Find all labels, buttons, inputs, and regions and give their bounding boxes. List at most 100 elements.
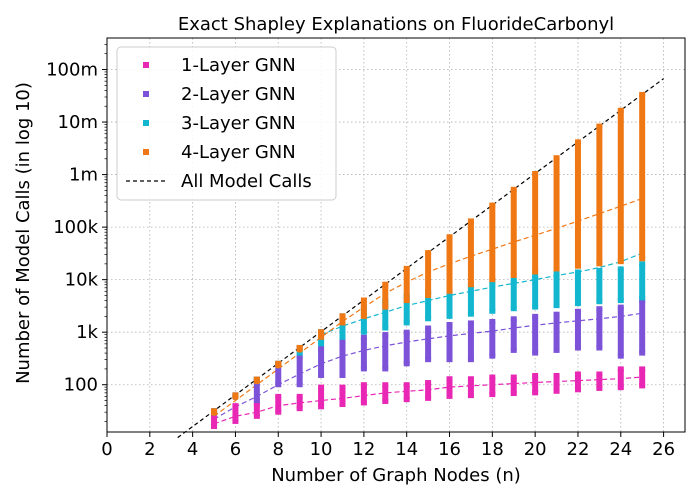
legend-label: 3-Layer GNN bbox=[181, 113, 296, 134]
y-tick-label: 1m bbox=[69, 165, 98, 186]
data-point bbox=[382, 325, 389, 331]
data-point bbox=[510, 186, 517, 192]
x-tick-label: 8 bbox=[273, 439, 284, 460]
data-point bbox=[532, 390, 539, 396]
point-column bbox=[382, 333, 389, 370]
data-point bbox=[318, 345, 325, 351]
legend-marker bbox=[143, 91, 149, 97]
data-point bbox=[403, 361, 410, 367]
data-point bbox=[232, 418, 239, 424]
point-column bbox=[574, 140, 581, 268]
x-tick-label: 24 bbox=[609, 439, 632, 460]
legend-marker bbox=[143, 62, 149, 68]
data-point bbox=[639, 366, 646, 372]
legend-marker bbox=[143, 149, 149, 155]
data-point bbox=[553, 271, 560, 277]
data-point bbox=[489, 353, 496, 359]
point-column bbox=[553, 374, 560, 393]
data-point bbox=[574, 301, 581, 307]
data-point bbox=[553, 311, 560, 317]
point-column bbox=[446, 235, 453, 293]
point-column bbox=[639, 367, 646, 387]
data-point bbox=[296, 350, 303, 356]
data-point bbox=[339, 320, 346, 326]
point-column bbox=[639, 93, 646, 260]
x-tick-label: 10 bbox=[310, 439, 333, 460]
data-point bbox=[403, 397, 410, 403]
point-column bbox=[510, 317, 517, 352]
data-point bbox=[296, 353, 303, 359]
y-axis-ticks: 100 1k 10k 100k 1m 10m 100m bbox=[46, 44, 107, 422]
point-column bbox=[617, 109, 624, 263]
data-point bbox=[318, 384, 325, 390]
data-point bbox=[596, 261, 603, 267]
data-point bbox=[382, 332, 389, 338]
data-point bbox=[596, 345, 603, 351]
data-point bbox=[403, 329, 410, 335]
data-point bbox=[574, 263, 581, 269]
data-point bbox=[617, 366, 624, 372]
data-point bbox=[617, 298, 624, 304]
data-point bbox=[425, 357, 432, 363]
point-column bbox=[296, 355, 303, 386]
data-point bbox=[467, 311, 474, 317]
point-column bbox=[553, 156, 560, 270]
data-point bbox=[339, 372, 346, 378]
data-point bbox=[596, 306, 603, 312]
point-column bbox=[596, 269, 603, 303]
point-column bbox=[360, 299, 367, 318]
data-point bbox=[275, 361, 282, 367]
data-point bbox=[403, 265, 410, 271]
data-point bbox=[510, 391, 517, 397]
data-point bbox=[318, 372, 325, 378]
legend-label: 4-Layer GNN bbox=[181, 142, 296, 163]
data-point bbox=[596, 123, 603, 129]
data-point bbox=[275, 382, 282, 388]
data-point bbox=[510, 272, 517, 278]
data-point bbox=[467, 218, 474, 224]
data-point bbox=[339, 313, 346, 319]
legend-marker bbox=[143, 120, 149, 126]
point-column bbox=[553, 313, 560, 352]
data-point bbox=[617, 266, 624, 272]
data-point bbox=[360, 382, 367, 388]
x-axis-title: Number of Graph Nodes (n) bbox=[271, 465, 521, 486]
x-tick-label: 18 bbox=[481, 439, 504, 460]
data-point bbox=[510, 316, 517, 322]
data-point bbox=[467, 393, 474, 399]
point-column bbox=[489, 376, 496, 396]
data-point bbox=[296, 406, 303, 412]
data-point bbox=[596, 299, 603, 305]
data-point bbox=[425, 292, 432, 298]
point-column bbox=[403, 383, 410, 401]
data-point bbox=[232, 393, 239, 399]
data-point bbox=[553, 347, 560, 353]
data-point bbox=[360, 313, 367, 319]
point-column bbox=[467, 377, 474, 397]
data-point bbox=[275, 409, 282, 415]
legend: 1-Layer GNN 2-Layer GNN 3-Layer GNN 4-Layer… bbox=[116, 46, 337, 201]
data-point bbox=[532, 313, 539, 319]
point-column bbox=[489, 281, 496, 313]
data-point bbox=[211, 424, 218, 430]
point-column bbox=[639, 262, 646, 299]
point-column bbox=[318, 347, 325, 377]
data-point bbox=[596, 371, 603, 377]
data-point bbox=[318, 404, 325, 410]
data-point bbox=[425, 395, 432, 401]
data-point bbox=[382, 366, 389, 372]
point-column bbox=[403, 267, 410, 302]
data-point bbox=[574, 269, 581, 275]
data-point bbox=[253, 378, 260, 384]
data-point bbox=[467, 376, 474, 382]
data-point bbox=[275, 393, 282, 399]
point-column bbox=[467, 283, 474, 316]
data-point bbox=[489, 202, 496, 208]
point-column bbox=[510, 188, 517, 277]
data-point bbox=[467, 320, 474, 326]
point-column bbox=[425, 327, 432, 361]
data-point bbox=[532, 350, 539, 356]
point-column bbox=[596, 307, 603, 350]
x-tick-label: 16 bbox=[438, 439, 461, 460]
